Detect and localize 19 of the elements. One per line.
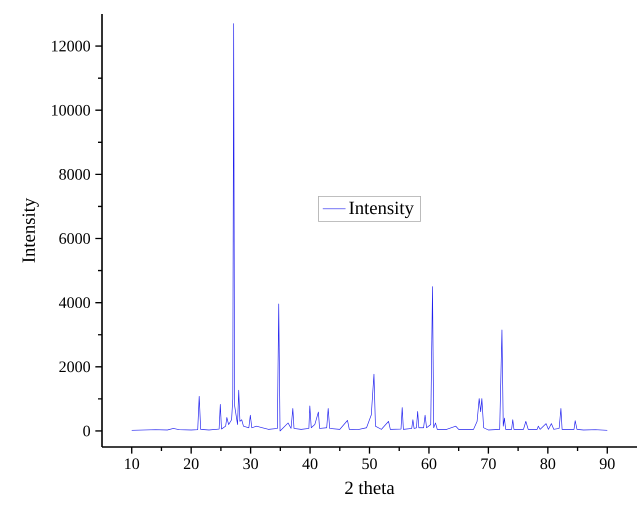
x-tick-label: 50	[362, 458, 377, 470]
y-tick-label: 4000	[58, 297, 90, 308]
x-tick-label: 10	[125, 458, 140, 470]
x-tick-label: 60	[422, 458, 436, 470]
x-axis-title: 2 theta	[345, 480, 394, 494]
y-tick-label: 2000	[59, 361, 90, 372]
y-axis-title: Intensity	[22, 198, 39, 262]
x-tick-label: 30	[243, 458, 258, 470]
x-tick-label: 90	[600, 458, 615, 470]
x-tick-label: 40	[302, 458, 318, 470]
legend-label: Intensity	[349, 202, 414, 218]
x-tick-label: 20	[184, 458, 199, 470]
x-tick-label: 70	[481, 458, 496, 470]
y-tick-label: 8000	[59, 168, 90, 180]
y-tick-label: 6000	[59, 233, 90, 244]
y-tick-label: 12000	[52, 40, 90, 52]
y-tick-label: 10000	[52, 104, 90, 116]
y-tick-label: 0	[83, 426, 90, 436]
x-tick-label: 80	[540, 458, 556, 470]
